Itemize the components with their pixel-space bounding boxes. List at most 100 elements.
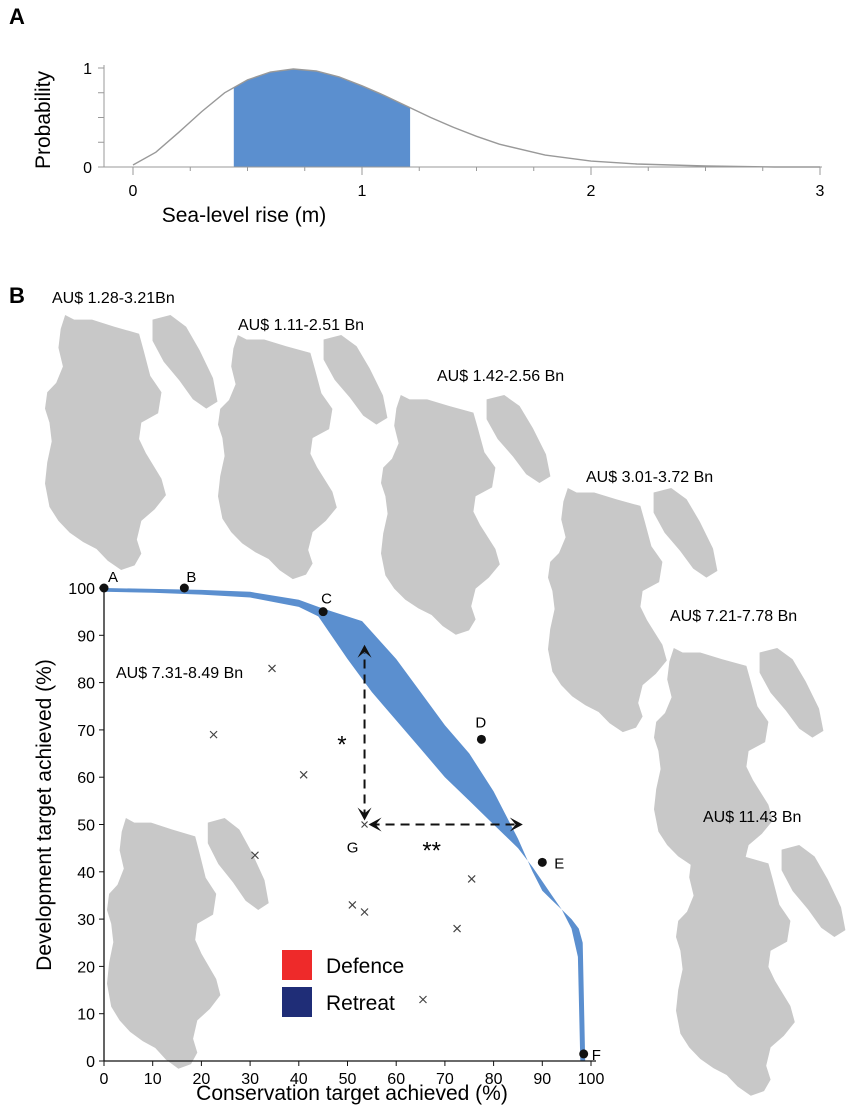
point-marker <box>537 857 547 867</box>
map-scenario-a <box>45 315 218 571</box>
point-a: A <box>99 569 118 593</box>
panel-a-label: A <box>9 4 25 29</box>
y-tick-label: 100 <box>68 581 95 598</box>
cost-label-c: AU$ 1.42-2.56 Bn <box>437 368 564 385</box>
cost-label-d: AU$ 3.01-3.72 Bn <box>586 469 713 486</box>
solution-cross <box>299 770 308 779</box>
y-tick-label: 10 <box>77 1007 95 1024</box>
legend-swatch-defence <box>282 950 312 980</box>
x-tick-label: 10 <box>144 1071 162 1088</box>
solution-crosses <box>209 664 476 1004</box>
point-g: G <box>347 821 368 857</box>
point-marker <box>179 583 189 593</box>
solution-cross <box>209 730 218 739</box>
point-label: A <box>108 569 118 586</box>
point-e: E <box>537 855 564 872</box>
x-tick-label: 3 <box>816 183 825 200</box>
solution-cross <box>360 908 369 916</box>
arrow-label: ** <box>422 838 441 865</box>
point-f: F <box>579 1047 601 1064</box>
x-tick-label: 0 <box>129 183 138 200</box>
solution-cross <box>348 900 357 909</box>
panel-b-label: B <box>9 283 25 308</box>
arrow-label: * <box>337 732 346 759</box>
cross-stroke <box>268 664 276 673</box>
probability-band <box>233 69 411 167</box>
x-tick-label: 100 <box>578 1071 605 1088</box>
panel-b-y-label: Development target achieved (%) <box>33 659 56 971</box>
arrow-head <box>509 817 523 832</box>
cross-stroke <box>299 770 308 779</box>
map-scenario-f <box>676 845 846 1096</box>
solution-cross <box>467 874 476 883</box>
y-tick-label: 60 <box>77 770 95 787</box>
cost-label-b: AU$ 1.11-2.51 Bn <box>238 317 364 334</box>
y-tick-label: 90 <box>77 628 95 645</box>
probability-curve <box>132 68 820 168</box>
cross-stroke <box>419 995 427 1004</box>
x-tick-label: 50 <box>339 1071 357 1088</box>
point-c: C <box>318 591 332 617</box>
point-marker <box>579 1049 589 1059</box>
x-tick-label: 30 <box>241 1071 259 1088</box>
arrow-head <box>357 644 372 658</box>
legend: Defence Retreat <box>282 950 404 1017</box>
x-tick-label: 60 <box>387 1071 405 1088</box>
point-label: B <box>186 569 196 586</box>
y-tick-label: 80 <box>77 676 95 693</box>
point-label: E <box>554 855 564 872</box>
cross-stroke <box>467 874 476 883</box>
x-tick-label: 70 <box>436 1071 454 1088</box>
labeled-points: A B C D E F G <box>99 569 601 1064</box>
panel-a-x-label: Sea-level rise (m) <box>162 204 327 227</box>
cost-label-g: AU$ 7.31-8.49 Bn <box>116 665 243 682</box>
map-scenario-d <box>548 488 718 733</box>
x-tick-label: 90 <box>533 1071 551 1088</box>
conservation-arrow: ** <box>368 817 523 865</box>
map-scenario-b <box>218 335 388 580</box>
x-tick-label: 1 <box>358 183 367 200</box>
point-marker <box>318 607 328 617</box>
point-label: G <box>347 840 359 857</box>
point-d: D <box>475 714 486 744</box>
cross-stroke <box>361 821 368 828</box>
legend-swatch-retreat <box>282 987 312 1017</box>
solution-cross <box>453 924 461 933</box>
cross-stroke <box>251 851 259 860</box>
point-b: B <box>179 569 196 593</box>
panel-b-x-ticks: 0 10 20 30 40 50 60 70 80 90 100 <box>100 1061 605 1088</box>
panel-b-x-label: Conservation target achieved (%) <box>196 1082 508 1105</box>
y-tick-label: 30 <box>77 912 95 929</box>
y-tick-label: 50 <box>77 818 95 835</box>
solution-cross <box>251 851 259 860</box>
improvement-arrows: *** <box>337 644 523 865</box>
y-tick-label: 70 <box>77 723 95 740</box>
cross-stroke <box>453 924 461 933</box>
y-tick-label: 0 <box>83 160 92 177</box>
x-tick-label: 0 <box>100 1071 109 1088</box>
legend-label-defence: Defence <box>326 955 404 978</box>
legend-label-retreat: Retreat <box>326 992 395 1015</box>
cost-label-e: AU$ 7.21-7.78 Bn <box>670 608 797 625</box>
y-tick-label: 0 <box>86 1054 95 1071</box>
development-arrow: * <box>337 644 372 821</box>
panel-a-y-ticks: 01 <box>83 61 104 177</box>
arrow-head <box>357 807 372 821</box>
cost-label-f: AU$ 11.43 Bn <box>703 809 801 826</box>
cross-stroke <box>348 900 357 909</box>
panel-b-plot: 0 10 20 30 40 50 60 70 80 90 100 0 10 20 30 40 50 60 70 80… <box>33 569 604 1105</box>
x-tick-label: 2 <box>587 183 596 200</box>
map-scenario-g <box>107 818 269 1069</box>
point-label: F <box>592 1047 601 1064</box>
y-tick-label: 40 <box>77 865 95 882</box>
x-tick-label: 40 <box>290 1071 308 1088</box>
solution-cross <box>419 995 427 1004</box>
point-label: C <box>321 591 332 608</box>
y-tick-label: 1 <box>83 61 92 78</box>
map-scenario-c <box>381 395 551 635</box>
panel-b-y-ticks: 0 10 20 30 40 50 60 70 80 90 100 <box>68 581 104 1071</box>
solution-cross <box>268 664 276 673</box>
panel-a-y-label: Probability <box>32 70 55 169</box>
